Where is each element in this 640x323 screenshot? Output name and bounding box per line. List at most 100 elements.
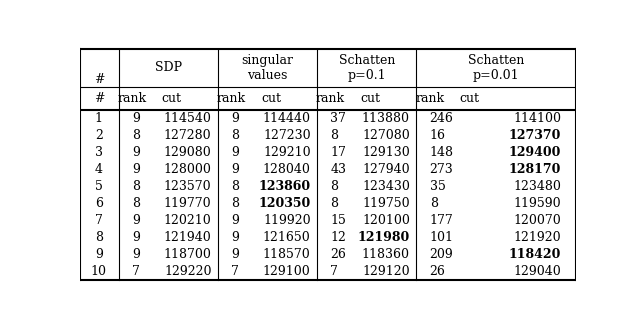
Text: 9: 9 bbox=[231, 163, 239, 176]
Text: 148: 148 bbox=[429, 146, 454, 159]
Text: 4: 4 bbox=[95, 163, 103, 176]
Text: 114100: 114100 bbox=[513, 112, 561, 125]
Text: 9: 9 bbox=[132, 214, 140, 227]
Text: 37: 37 bbox=[330, 112, 346, 125]
Text: rank: rank bbox=[118, 92, 147, 105]
Text: 127230: 127230 bbox=[263, 129, 310, 142]
Text: 26: 26 bbox=[429, 265, 445, 278]
Text: 127370: 127370 bbox=[509, 129, 561, 142]
Text: 8: 8 bbox=[231, 180, 239, 193]
Text: 118570: 118570 bbox=[263, 248, 310, 261]
Text: 9: 9 bbox=[132, 248, 140, 261]
Text: 9: 9 bbox=[132, 112, 140, 125]
Text: 119590: 119590 bbox=[513, 197, 561, 210]
Text: 26: 26 bbox=[330, 248, 346, 261]
Text: cut: cut bbox=[360, 92, 380, 105]
Text: 120350: 120350 bbox=[259, 197, 310, 210]
Text: 9: 9 bbox=[231, 112, 239, 125]
Text: Schatten
p=0.01: Schatten p=0.01 bbox=[468, 54, 524, 82]
Text: 101: 101 bbox=[429, 231, 454, 244]
Text: rank: rank bbox=[217, 92, 246, 105]
Text: 128000: 128000 bbox=[164, 163, 211, 176]
Text: 129120: 129120 bbox=[362, 265, 410, 278]
Text: 129100: 129100 bbox=[263, 265, 310, 278]
Text: 1: 1 bbox=[95, 112, 103, 125]
Text: 8: 8 bbox=[132, 129, 140, 142]
Text: 8: 8 bbox=[330, 129, 339, 142]
Text: 35: 35 bbox=[429, 180, 445, 193]
Text: 128170: 128170 bbox=[509, 163, 561, 176]
Text: 8: 8 bbox=[132, 180, 140, 193]
Text: 177: 177 bbox=[429, 214, 453, 227]
Text: 113880: 113880 bbox=[362, 112, 410, 125]
Text: rank: rank bbox=[316, 92, 345, 105]
Text: 129080: 129080 bbox=[164, 146, 211, 159]
Text: 118700: 118700 bbox=[164, 248, 211, 261]
Text: 118360: 118360 bbox=[362, 248, 410, 261]
Text: 7: 7 bbox=[132, 265, 140, 278]
Text: 114540: 114540 bbox=[164, 112, 211, 125]
Text: 121650: 121650 bbox=[263, 231, 310, 244]
Text: 119920: 119920 bbox=[263, 214, 310, 227]
Text: 121980: 121980 bbox=[358, 231, 410, 244]
Text: 8: 8 bbox=[330, 180, 339, 193]
Text: 8: 8 bbox=[330, 197, 339, 210]
Text: 9: 9 bbox=[132, 231, 140, 244]
Text: 9: 9 bbox=[231, 214, 239, 227]
Text: SDP: SDP bbox=[155, 61, 182, 75]
Text: 9: 9 bbox=[95, 248, 103, 261]
Text: Schatten
p=0.1: Schatten p=0.1 bbox=[339, 54, 395, 82]
Text: 8: 8 bbox=[231, 129, 239, 142]
Text: 8: 8 bbox=[95, 231, 103, 244]
Text: 17: 17 bbox=[330, 146, 346, 159]
Text: 43: 43 bbox=[330, 163, 346, 176]
Text: 127080: 127080 bbox=[362, 129, 410, 142]
Text: 15: 15 bbox=[330, 214, 346, 227]
Text: 119750: 119750 bbox=[362, 197, 410, 210]
Text: 129220: 129220 bbox=[164, 265, 211, 278]
Text: 120100: 120100 bbox=[362, 214, 410, 227]
Text: 273: 273 bbox=[429, 163, 453, 176]
Text: 127280: 127280 bbox=[164, 129, 211, 142]
Text: 9: 9 bbox=[231, 248, 239, 261]
Text: 9: 9 bbox=[231, 146, 239, 159]
Text: 114440: 114440 bbox=[262, 112, 310, 125]
Text: 123570: 123570 bbox=[164, 180, 211, 193]
Text: 9: 9 bbox=[132, 146, 140, 159]
Text: 128040: 128040 bbox=[263, 163, 310, 176]
Text: cut: cut bbox=[460, 92, 479, 105]
Text: 129210: 129210 bbox=[263, 146, 310, 159]
Text: 123860: 123860 bbox=[259, 180, 310, 193]
Text: rank: rank bbox=[415, 92, 444, 105]
Text: 16: 16 bbox=[429, 129, 445, 142]
Text: 5: 5 bbox=[95, 180, 103, 193]
Text: 121920: 121920 bbox=[513, 231, 561, 244]
Text: 6: 6 bbox=[95, 197, 103, 210]
Text: 129400: 129400 bbox=[509, 146, 561, 159]
Text: 7: 7 bbox=[95, 214, 103, 227]
Text: 129040: 129040 bbox=[513, 265, 561, 278]
Text: 118420: 118420 bbox=[509, 248, 561, 261]
Text: cut: cut bbox=[261, 92, 281, 105]
Text: #: # bbox=[93, 73, 104, 86]
Text: 8: 8 bbox=[429, 197, 438, 210]
Text: #: # bbox=[93, 92, 104, 105]
Text: 129130: 129130 bbox=[362, 146, 410, 159]
Text: 2: 2 bbox=[95, 129, 103, 142]
Text: 10: 10 bbox=[91, 265, 107, 278]
Text: 121940: 121940 bbox=[164, 231, 211, 244]
Text: 7: 7 bbox=[330, 265, 339, 278]
Text: 8: 8 bbox=[132, 197, 140, 210]
Text: 123480: 123480 bbox=[513, 180, 561, 193]
Text: 127940: 127940 bbox=[362, 163, 410, 176]
Text: 7: 7 bbox=[231, 265, 239, 278]
Text: 12: 12 bbox=[330, 231, 346, 244]
Text: 120210: 120210 bbox=[164, 214, 211, 227]
Text: 3: 3 bbox=[95, 146, 103, 159]
Text: 9: 9 bbox=[132, 163, 140, 176]
Text: 8: 8 bbox=[231, 197, 239, 210]
Text: singular
values: singular values bbox=[241, 54, 294, 82]
Text: 120070: 120070 bbox=[513, 214, 561, 227]
Text: cut: cut bbox=[162, 92, 182, 105]
Text: 123430: 123430 bbox=[362, 180, 410, 193]
